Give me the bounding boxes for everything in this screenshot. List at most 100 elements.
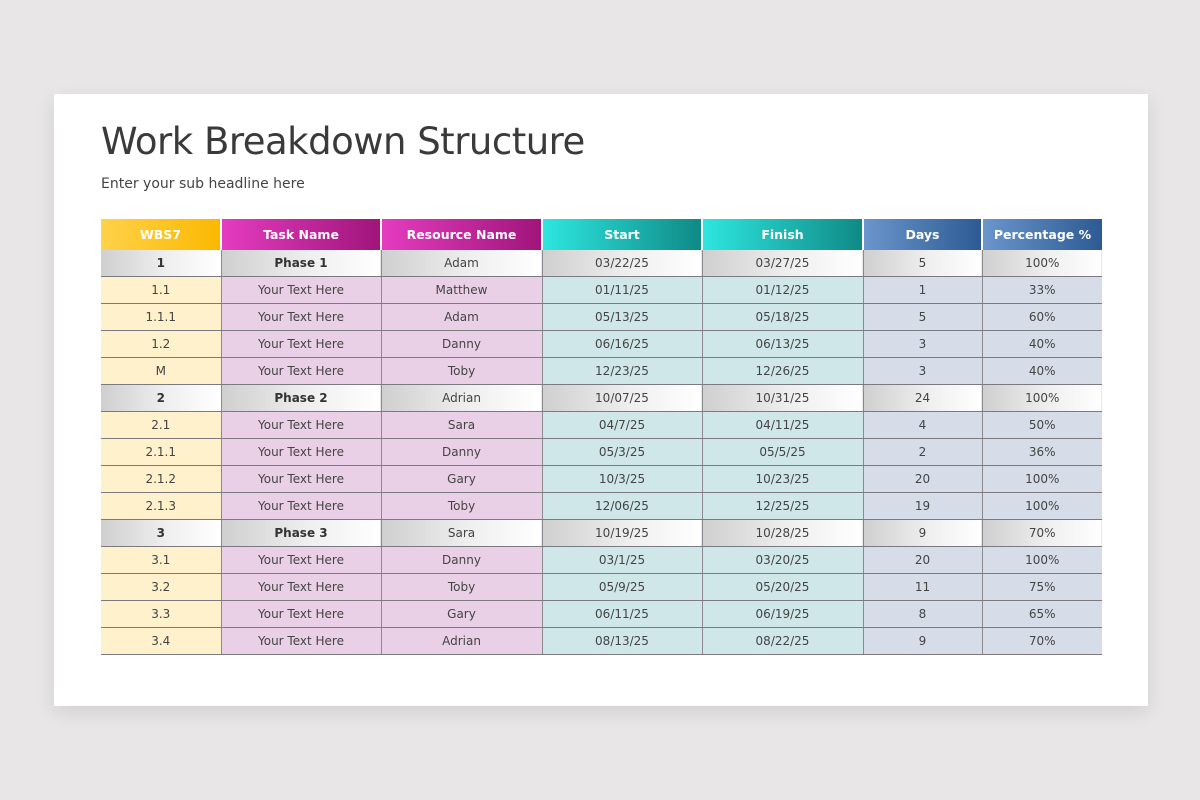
wbs-cell: 3.1 <box>101 546 222 574</box>
header-start: Start <box>542 219 703 250</box>
days-cell: 8 <box>863 600 983 628</box>
resource-cell: Sara <box>381 519 543 547</box>
resource-cell: Gary <box>381 600 543 628</box>
resource-cell: Sara <box>381 411 543 439</box>
percentage-cell: 33% <box>982 276 1102 304</box>
finish-cell: 04/11/25 <box>702 411 864 439</box>
wbs-cell: 2.1.2 <box>101 465 222 493</box>
table-row: 2.1.3 Your Text Here Toby 12/06/25 12/25/25 1… <box>101 492 1102 520</box>
table-row: 3.4 Your Text Here Adrian 08/13/25 08/22/25 9… <box>101 627 1102 655</box>
start-cell: 10/3/25 <box>542 465 703 493</box>
start-cell: 01/11/25 <box>542 276 703 304</box>
task-name-cell: Your Text Here <box>221 411 382 439</box>
days-cell: 3 <box>863 330 983 358</box>
days-cell: 4 <box>863 411 983 439</box>
task-name-cell: Your Text Here <box>221 600 382 628</box>
days-cell: 19 <box>863 492 983 520</box>
table-row: 2.1.2 Your Text Here Gary 10/3/25 10/23/25 20… <box>101 465 1102 493</box>
sub-headline: Enter your sub headline here <box>101 176 305 192</box>
resource-cell: Danny <box>381 330 543 358</box>
wbs-cell: 1.1.1 <box>101 303 222 331</box>
task-name-cell: Your Text Here <box>221 438 382 466</box>
days-cell: 1 <box>863 276 983 304</box>
table-row: 1.1.1 Your Text Here Adam 05/13/25 05/18/25 5… <box>101 303 1102 331</box>
table-row: 3.1 Your Text Here Danny 03/1/25 03/20/25 20 1… <box>101 546 1102 574</box>
percentage-cell: 100% <box>982 492 1102 520</box>
task-name-cell: Your Text Here <box>221 627 382 655</box>
resource-cell: Toby <box>381 357 543 385</box>
finish-cell: 10/23/25 <box>702 465 864 493</box>
task-name-cell: Your Text Here <box>221 276 382 304</box>
start-cell: 10/07/25 <box>542 384 703 412</box>
wbs-cell: 3.2 <box>101 573 222 601</box>
start-cell: 03/1/25 <box>542 546 703 574</box>
wbs-cell: 1.1 <box>101 276 222 304</box>
page-title: Work Breakdown Structure <box>101 120 585 163</box>
header-task-name: Task Name <box>221 219 382 250</box>
finish-cell: 03/20/25 <box>702 546 864 574</box>
wbs-cell: 2 <box>101 384 222 412</box>
resource-cell: Danny <box>381 546 543 574</box>
start-cell: 06/16/25 <box>542 330 703 358</box>
start-cell: 03/22/25 <box>542 250 703 277</box>
task-name-cell: Phase 1 <box>221 250 382 277</box>
resource-cell: Adrian <box>381 627 543 655</box>
percentage-cell: 100% <box>982 384 1102 412</box>
start-cell: 08/13/25 <box>542 627 703 655</box>
table-row: 1.1 Your Text Here Matthew 01/11/25 01/12/25… <box>101 276 1102 304</box>
days-cell: 20 <box>863 546 983 574</box>
header-resource-name: Resource Name <box>381 219 543 250</box>
task-name-cell: Phase 3 <box>221 519 382 547</box>
days-cell: 3 <box>863 357 983 385</box>
wbs-cell: 1 <box>101 250 222 277</box>
finish-cell: 05/18/25 <box>702 303 864 331</box>
start-cell: 12/06/25 <box>542 492 703 520</box>
start-cell: 06/11/25 <box>542 600 703 628</box>
table-row: 2.1 Your Text Here Sara 04/7/25 04/11/25 4 50% <box>101 411 1102 439</box>
resource-cell: Danny <box>381 438 543 466</box>
task-name-cell: Your Text Here <box>221 492 382 520</box>
task-name-cell: Your Text Here <box>221 465 382 493</box>
finish-cell: 01/12/25 <box>702 276 864 304</box>
start-cell: 05/13/25 <box>542 303 703 331</box>
percentage-cell: 60% <box>982 303 1102 331</box>
task-name-cell: Your Text Here <box>221 573 382 601</box>
task-name-cell: Your Text Here <box>221 303 382 331</box>
percentage-cell: 100% <box>982 465 1102 493</box>
days-cell: 5 <box>863 250 983 277</box>
percentage-cell: 50% <box>982 411 1102 439</box>
header-days: Days <box>863 219 983 250</box>
finish-cell: 10/31/25 <box>702 384 864 412</box>
resource-cell: Gary <box>381 465 543 493</box>
percentage-cell: 40% <box>982 330 1102 358</box>
wbs-cell: M <box>101 357 222 385</box>
days-cell: 9 <box>863 627 983 655</box>
percentage-cell: 65% <box>982 600 1102 628</box>
finish-cell: 05/20/25 <box>702 573 864 601</box>
resource-cell: Toby <box>381 573 543 601</box>
phase-row: 1 Phase 1 Adam 03/22/25 03/27/25 5 100% <box>101 250 1102 277</box>
percentage-cell: 70% <box>982 627 1102 655</box>
percentage-cell: 70% <box>982 519 1102 547</box>
resource-cell: Matthew <box>381 276 543 304</box>
header-finish: Finish <box>702 219 864 250</box>
resource-cell: Adrian <box>381 384 543 412</box>
start-cell: 05/3/25 <box>542 438 703 466</box>
wbs-cell: 3.4 <box>101 627 222 655</box>
wbs-cell: 3.3 <box>101 600 222 628</box>
finish-cell: 06/19/25 <box>702 600 864 628</box>
start-cell: 10/19/25 <box>542 519 703 547</box>
wbs-cell: 1.2 <box>101 330 222 358</box>
finish-cell: 05/5/25 <box>702 438 864 466</box>
wbs-cell: 2.1 <box>101 411 222 439</box>
days-cell: 9 <box>863 519 983 547</box>
percentage-cell: 100% <box>982 250 1102 277</box>
phase-row: 3 Phase 3 Sara 10/19/25 10/28/25 9 70% <box>101 519 1102 547</box>
task-name-cell: Your Text Here <box>221 330 382 358</box>
finish-cell: 06/13/25 <box>702 330 864 358</box>
start-cell: 04/7/25 <box>542 411 703 439</box>
percentage-cell: 36% <box>982 438 1102 466</box>
days-cell: 2 <box>863 438 983 466</box>
table-body: 1 Phase 1 Adam 03/22/25 03/27/25 5 100% 1.1 Your… <box>101 250 1102 655</box>
table-row: 3.2 Your Text Here Toby 05/9/25 05/20/25 11 75… <box>101 573 1102 601</box>
